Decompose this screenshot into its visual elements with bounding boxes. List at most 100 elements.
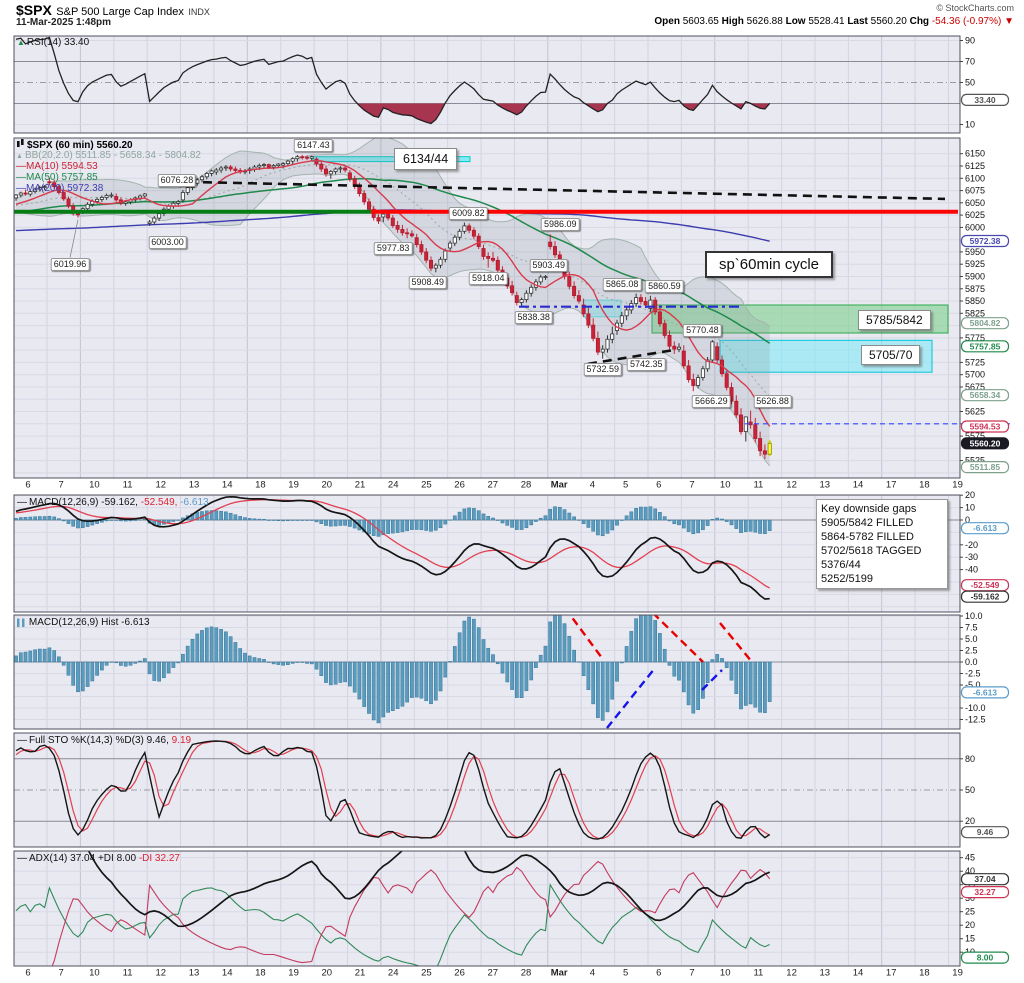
gaps-note-line: 5864-5782 FILLED (821, 531, 914, 543)
svg-text:10: 10 (720, 968, 731, 979)
svg-text:27: 27 (488, 480, 499, 491)
svg-text:7.5: 7.5 (965, 623, 978, 633)
svg-text:-12.5: -12.5 (965, 715, 986, 725)
svg-text:6125: 6125 (965, 161, 985, 171)
price-callout: 5986.09 (540, 218, 580, 232)
svg-text:18: 18 (919, 480, 930, 491)
price-callout: 5865.08 (602, 277, 642, 291)
macd-hist-value: -6.613 (180, 497, 209, 508)
svg-text:10: 10 (89, 480, 100, 491)
svg-text:6075: 6075 (965, 186, 985, 196)
stochastics-panel (15, 740, 771, 840)
rsi-panel (15, 36, 771, 125)
svg-text:5725: 5725 (965, 357, 985, 367)
rsi-legend-text: RSI(14) 33.40 (26, 37, 90, 48)
svg-text:14: 14 (222, 480, 233, 491)
svg-text:5757.85: 5757.85 (970, 341, 1001, 351)
ohlc-quote-line: Open 5603.65 High 5626.88 Low 5528.41 La… (654, 16, 1014, 27)
svg-text:19: 19 (952, 968, 963, 979)
histogram-icon: ▌▌ (17, 620, 27, 627)
svg-text:20: 20 (965, 816, 975, 826)
svg-text:-6.613: -6.613 (973, 687, 997, 697)
svg-text:5972.38: 5972.38 (970, 236, 1001, 246)
price-callout: 6019.96 (50, 257, 90, 271)
chg-down-arrow-icon[interactable]: ▼ (1004, 16, 1014, 27)
gaps-note-line: Key downside gaps (821, 503, 917, 515)
svg-text:5: 5 (623, 968, 628, 979)
svg-text:7: 7 (689, 480, 694, 491)
svg-text:-20: -20 (965, 540, 978, 550)
exchange: INDX (188, 7, 210, 17)
svg-text:5825: 5825 (965, 308, 985, 318)
adx-panel (15, 851, 771, 966)
sto-name: Full STO %K(14,3) %D(3) (29, 735, 144, 746)
svg-text:50: 50 (965, 785, 975, 795)
price-callout: 5742.35 (626, 357, 666, 371)
svg-text:28: 28 (521, 968, 532, 979)
symbol: $SPX (16, 2, 52, 18)
svg-text:12: 12 (156, 480, 167, 491)
svg-text:13: 13 (820, 480, 831, 491)
svg-text:6050: 6050 (965, 198, 985, 208)
svg-text:19: 19 (952, 480, 963, 491)
svg-text:14: 14 (853, 480, 864, 491)
main-legend-ma10: —MA(10) 5594.53 (16, 161, 98, 172)
macd-legend: — MACD(12,26,9) -59.162, -52.549, -6.613 (17, 497, 209, 508)
svg-text:10: 10 (720, 480, 731, 491)
di-plus-value: +DI 8.00 (97, 853, 137, 864)
price-callout: 5838.38 (514, 310, 553, 324)
svg-text:6100: 6100 (965, 173, 985, 183)
svg-text:8.00: 8.00 (977, 953, 994, 963)
sto-legend: — Full STO %K(14,3) %D(3) 9.46, 9.19 (17, 735, 191, 746)
bb-icon: ▲ (16, 153, 23, 160)
svg-text:6: 6 (656, 968, 661, 979)
svg-text:-59.162: -59.162 (971, 592, 1000, 602)
svg-text:40: 40 (965, 866, 975, 876)
svg-text:5925: 5925 (965, 259, 985, 269)
price-callout: 5732.59 (583, 362, 622, 376)
adx-value: 37.04 (70, 853, 96, 864)
chg-value: -54.36 (-0.97%) (931, 16, 1002, 27)
chg-label: Chg (909, 16, 930, 27)
rsi-mountain-icon: ▲ (17, 38, 25, 47)
svg-text:5700: 5700 (965, 370, 985, 380)
hist-legend-text: MACD(12,26,9) Hist -6.613 (28, 617, 150, 628)
svg-text:15: 15 (965, 934, 975, 944)
svg-text:32.27: 32.27 (974, 887, 996, 897)
low-value: 5528.41 (808, 16, 845, 27)
price-callout: 6009.82 (449, 206, 488, 220)
svg-text:-40: -40 (965, 565, 978, 575)
cyan-zone-label: 5705/70 (861, 345, 921, 365)
svg-text:18: 18 (919, 968, 930, 979)
svg-text:-52.549: -52.549 (971, 580, 1000, 590)
adx-line-icon: — (17, 853, 27, 864)
hist-legend: ▌▌ MACD(12,26,9) Hist -6.613 (17, 617, 150, 629)
svg-text:26: 26 (454, 968, 465, 979)
svg-text:12: 12 (786, 968, 797, 979)
high-label: High (721, 16, 744, 27)
price-callout: 5908.49 (408, 276, 448, 290)
svg-text:5775: 5775 (965, 333, 985, 343)
svg-text:20: 20 (965, 920, 975, 930)
svg-text:5.0: 5.0 (965, 634, 978, 644)
svg-text:30: 30 (965, 893, 975, 903)
price-callout: 6076.28 (157, 173, 197, 187)
svg-text:5900: 5900 (965, 272, 985, 282)
svg-text:6000: 6000 (965, 222, 985, 232)
sto-d-value: 9.19 (171, 735, 192, 746)
gap-band-label: 6134/44 (394, 148, 458, 170)
svg-text:17: 17 (886, 480, 897, 491)
key-downside-gaps-note: Key downside gaps 5905/5842 FILLED 5864-57… (816, 499, 948, 589)
svg-text:70: 70 (965, 57, 975, 67)
svg-text:45: 45 (965, 853, 975, 863)
svg-text:5525: 5525 (965, 456, 985, 466)
svg-text:7: 7 (59, 480, 64, 491)
macd-name: MACD(12,26,9) (29, 497, 99, 508)
svg-text:20: 20 (322, 968, 333, 979)
svg-text:20: 20 (322, 480, 333, 491)
di-minus-value: -DI 32.27 (138, 853, 180, 864)
low-label: Low (785, 16, 806, 27)
svg-text:0.0: 0.0 (965, 657, 978, 667)
chart-header: $SPX S&P 500 Large Cap Index INDX (16, 2, 210, 20)
